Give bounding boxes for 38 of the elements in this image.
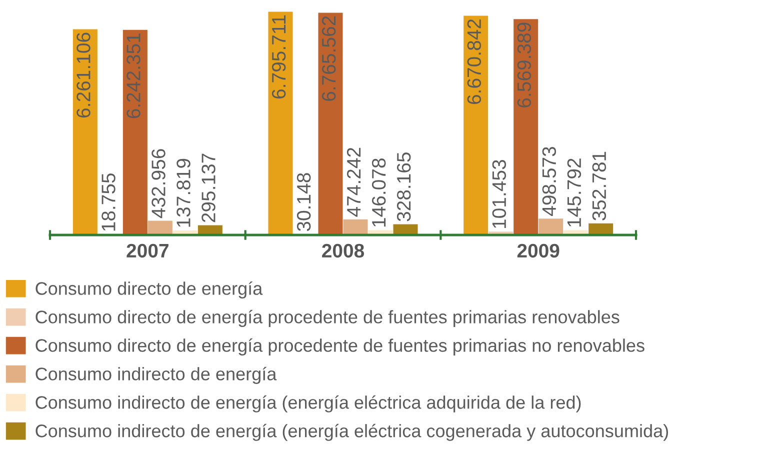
data-label: 18.755: [102, 173, 116, 231]
data-label: 6.795.711: [272, 15, 286, 98]
data-label: 137.819: [176, 158, 190, 227]
data-label: 146.078: [372, 158, 386, 226]
bar: [464, 16, 488, 235]
data-label: 6.261.106: [76, 32, 90, 118]
bar: [393, 224, 418, 235]
x-tick-label: 2008: [322, 244, 364, 258]
x-tick-label: 2009: [517, 244, 560, 258]
bar: [514, 19, 538, 235]
data-label: 6.242.351: [126, 34, 140, 118]
data-label: 101.453: [492, 160, 506, 228]
data-label: 30.148: [296, 173, 311, 232]
data-label: 6.670.842: [467, 19, 482, 104]
legend-label: Consumo indirecto de energía (energía eléctrica adquirida de la red): [36, 395, 581, 412]
bar: [343, 219, 368, 235]
bar: [588, 223, 614, 235]
legend-label: Consumo indirecto de energía (energía eléctrica cogenerada y autoconsumida): [36, 424, 668, 441]
bar: [148, 220, 172, 235]
data-label: 474.242: [346, 148, 361, 217]
bar: [538, 218, 564, 235]
data-label: 352.781: [592, 152, 606, 220]
x-tick-label: 2007: [126, 244, 168, 258]
data-label: 432.956: [152, 149, 166, 218]
bar: [318, 12, 343, 235]
data-label: 145.792: [567, 158, 582, 226]
bar: [122, 30, 148, 235]
data-label: 6.569.389: [517, 22, 532, 108]
data-label: 498.573: [542, 146, 556, 216]
data-label: 328.165: [396, 152, 411, 222]
legend-label: Consumo indirecto de energía: [36, 366, 277, 384]
data-label: 295.137: [202, 154, 216, 222]
legend-label: Consumo directo de energía procedente de fuentes primarias renovables: [36, 310, 620, 327]
data-label: 6.765.562: [322, 16, 336, 101]
legend-label: Consumo directo de energía: [36, 281, 263, 298]
bar: [268, 12, 293, 235]
bar: [72, 29, 98, 235]
legend-label: Consumo directo de energía procedente de fuentes primarias no renovables: [36, 338, 644, 356]
